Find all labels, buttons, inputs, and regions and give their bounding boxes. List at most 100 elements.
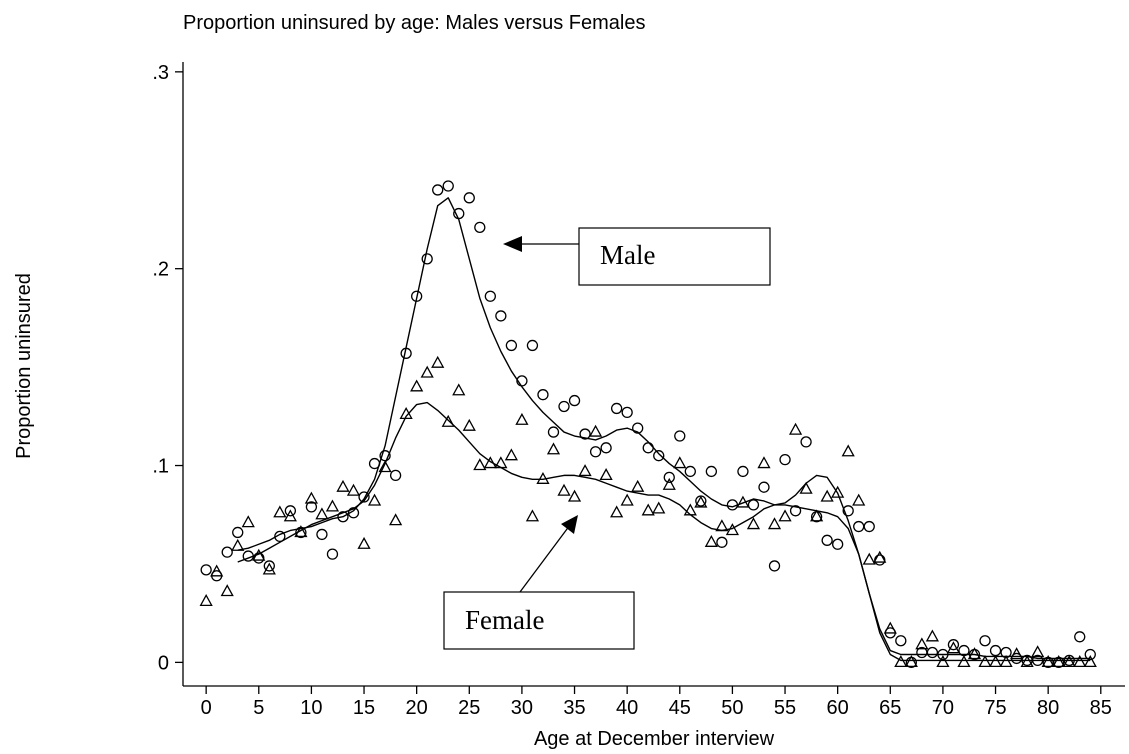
triangle-marker [294,525,308,538]
triangle-marker [715,519,729,532]
triangle-marker [736,495,750,508]
circle-marker [526,339,539,352]
x-tick-label: 30 [511,697,533,719]
circle-marker [411,290,423,302]
circle-marker [895,635,907,647]
triangle-marker [378,460,392,473]
triangle-marker [778,509,792,522]
triangle-marker [915,637,929,650]
triangle-marker [399,407,413,420]
circle-marker [947,639,960,651]
triangle-marker [936,655,950,668]
triangle-marker [1052,655,1066,668]
x-tick-label: 55 [774,697,796,719]
circle-marker [832,538,844,550]
triangle-marker [1083,655,1097,668]
triangle-marker [620,493,634,506]
triangle-marker [610,505,624,518]
annotation-text: Female [465,605,544,635]
triangle-marker [862,552,876,565]
triangle-marker [1020,655,1034,668]
circle-marker [663,471,675,483]
triangle-marker [273,505,287,518]
triangle-marker [1031,645,1045,658]
circle-marker [737,465,749,478]
circle-marker [600,442,612,454]
arrow-head [561,515,578,534]
triangle-marker [536,471,550,484]
y-axis-label: Proportion uninsured [13,273,35,459]
triangle-marker [315,507,329,520]
triangle-marker [967,647,982,660]
circle-marker [442,180,454,192]
triangle-marker [578,464,592,477]
triangle-marker [441,414,455,427]
x-tick-label: 20 [406,697,428,719]
circle-marker [863,520,875,533]
x-tick-label: 10 [300,697,322,719]
circle-marker [821,534,833,546]
triangle-marker [788,422,803,435]
circle-marker [674,430,686,442]
circle-marker [200,564,212,576]
x-tick-label: 50 [721,697,743,719]
triangle-marker [652,501,666,514]
triangle-marker [873,550,887,563]
triangle-marker [346,483,361,496]
circle-marker [579,428,591,440]
triangle-marker [325,499,340,512]
triangle-marker [1073,655,1087,668]
circle-marker [463,192,475,204]
triangle-marker [420,365,434,378]
x-tick-label: 65 [879,697,901,719]
circle-marker [484,290,496,302]
circle-marker [263,560,275,572]
circle-marker [684,465,696,478]
circle-marker [705,465,718,478]
female-annotation: Female [443,515,635,650]
circle-marker [768,560,781,572]
x-tick-label: 60 [827,697,849,719]
annotation-box [578,227,771,286]
circle-marker [516,375,528,387]
circle-marker [347,507,360,519]
triangle-marker [357,536,371,549]
circle-marker [432,184,444,196]
male-annotation: Male [503,227,771,286]
smooth-line [237,401,1091,662]
y-tick-label: .1 [152,456,169,478]
triangle-marker [336,479,350,492]
triangle-marker [725,523,740,536]
circle-marker [1074,631,1086,643]
circle-marker [274,530,286,543]
triangle-marker [978,655,992,668]
circle-marker [653,450,665,462]
triangle-marker [904,655,918,668]
triangle-marker [494,456,508,469]
triangle-marker [767,517,782,530]
x-tick-label: 35 [563,697,585,719]
triangle-marker [1009,647,1024,660]
circle-marker [747,499,760,511]
circle-marker [979,635,991,647]
triangle-marker [673,456,687,469]
triangle-marker [546,442,561,455]
circle-marker [505,339,518,352]
circle-marker [453,207,465,220]
triangle-marker [199,594,213,607]
triangle-marker [241,515,255,528]
triangle-marker [799,481,813,494]
triangle-marker [567,489,582,502]
triangle-marker [431,355,445,368]
triangle-marker [515,412,529,425]
x-tick-label: 75 [984,697,1006,719]
circle-marker [632,422,644,434]
x-tick-label: 40 [616,697,638,719]
circle-marker [758,481,770,493]
circle-marker [874,554,886,566]
triangle-marker [473,458,487,471]
triangle-marker [599,468,613,481]
triangle-marker [410,379,424,392]
triangle-marker [831,485,845,498]
